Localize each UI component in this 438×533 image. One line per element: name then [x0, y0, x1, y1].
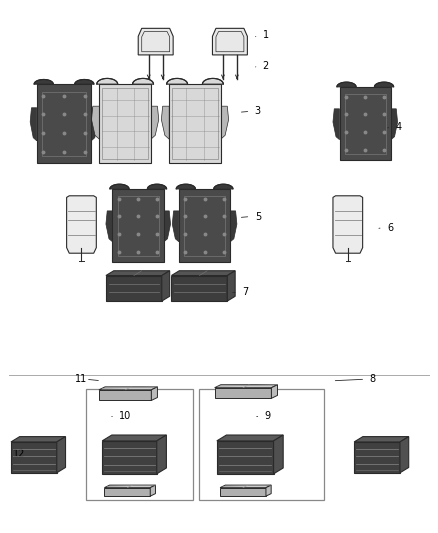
Text: 5: 5	[255, 212, 261, 222]
Polygon shape	[30, 108, 37, 141]
Polygon shape	[339, 87, 391, 160]
Polygon shape	[171, 276, 227, 301]
Polygon shape	[150, 485, 155, 496]
Polygon shape	[337, 82, 356, 87]
Polygon shape	[138, 28, 173, 55]
Polygon shape	[110, 184, 129, 189]
Text: 10: 10	[120, 411, 132, 422]
Polygon shape	[171, 271, 235, 276]
Polygon shape	[162, 271, 170, 301]
Polygon shape	[217, 435, 283, 441]
Polygon shape	[91, 108, 98, 141]
Polygon shape	[104, 488, 150, 496]
Polygon shape	[172, 211, 179, 241]
Polygon shape	[102, 441, 157, 474]
Polygon shape	[227, 271, 235, 301]
Polygon shape	[133, 78, 153, 84]
Bar	[42, 92, 86, 157]
Polygon shape	[99, 84, 151, 163]
Text: 3: 3	[255, 106, 261, 116]
Polygon shape	[99, 390, 151, 400]
Text: 11: 11	[75, 374, 87, 384]
Polygon shape	[106, 211, 113, 241]
Polygon shape	[148, 184, 166, 189]
Polygon shape	[106, 276, 162, 301]
Text: 4: 4	[396, 122, 402, 132]
Text: 8: 8	[370, 374, 376, 384]
Bar	[199, 389, 324, 500]
Polygon shape	[97, 78, 118, 84]
Bar	[86, 389, 193, 500]
Polygon shape	[113, 189, 164, 262]
Polygon shape	[102, 435, 166, 441]
Polygon shape	[272, 385, 278, 398]
Text: 1: 1	[263, 30, 269, 41]
Polygon shape	[215, 387, 272, 398]
Polygon shape	[354, 442, 400, 473]
Polygon shape	[92, 106, 99, 139]
Polygon shape	[151, 106, 159, 139]
Polygon shape	[67, 196, 96, 253]
Polygon shape	[354, 437, 409, 442]
Polygon shape	[202, 78, 223, 84]
Text: 2: 2	[263, 61, 269, 70]
Text: 9: 9	[265, 411, 271, 422]
Polygon shape	[57, 437, 66, 473]
Polygon shape	[164, 211, 170, 241]
Polygon shape	[333, 109, 339, 140]
Bar	[102, 88, 148, 159]
Polygon shape	[169, 84, 221, 163]
Polygon shape	[400, 437, 409, 473]
Polygon shape	[374, 82, 394, 87]
Polygon shape	[179, 189, 230, 262]
Bar	[184, 196, 225, 256]
Polygon shape	[157, 435, 166, 474]
Polygon shape	[220, 485, 271, 488]
Polygon shape	[34, 79, 53, 84]
Polygon shape	[151, 387, 157, 400]
Polygon shape	[230, 211, 237, 241]
Polygon shape	[212, 28, 247, 55]
Polygon shape	[220, 488, 266, 496]
Polygon shape	[217, 441, 274, 474]
Text: 7: 7	[242, 287, 248, 297]
Polygon shape	[11, 437, 66, 442]
Bar	[118, 196, 159, 256]
Polygon shape	[333, 196, 363, 253]
Bar	[345, 94, 386, 154]
Polygon shape	[75, 79, 94, 84]
Polygon shape	[274, 435, 283, 474]
Polygon shape	[104, 485, 155, 488]
Bar	[172, 88, 218, 159]
Polygon shape	[161, 106, 169, 139]
Polygon shape	[37, 84, 91, 163]
Polygon shape	[391, 109, 398, 140]
Text: 12: 12	[13, 449, 25, 458]
Text: 6: 6	[387, 223, 393, 233]
Polygon shape	[176, 184, 195, 189]
Polygon shape	[11, 442, 57, 473]
Polygon shape	[215, 385, 278, 387]
Polygon shape	[266, 485, 271, 496]
Polygon shape	[166, 78, 187, 84]
Polygon shape	[106, 271, 170, 276]
Polygon shape	[221, 106, 229, 139]
Polygon shape	[99, 387, 157, 390]
Polygon shape	[214, 184, 233, 189]
